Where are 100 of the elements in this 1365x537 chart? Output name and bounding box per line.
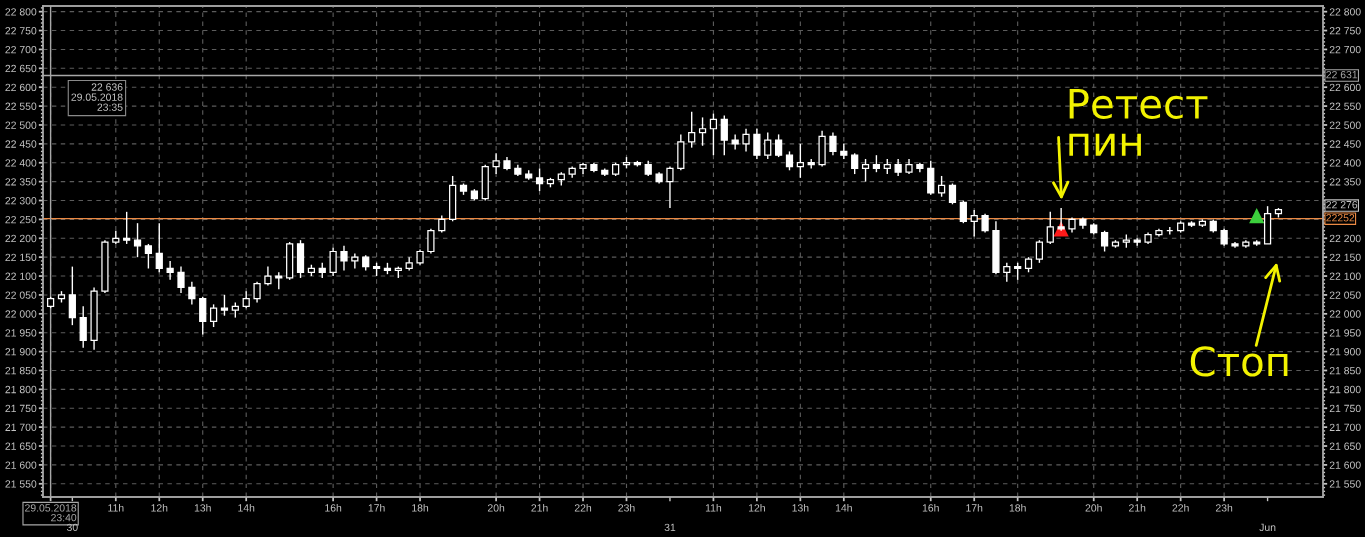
y-tick-label: 21 900 (5, 348, 37, 356)
candlestick (796, 143, 804, 179)
y2-tick-label: 22 050 (1329, 291, 1361, 299)
candlestick (155, 222, 163, 273)
y2-tick-label: 22 450 (1329, 140, 1361, 148)
y-tick-label: 22 650 (5, 64, 37, 73)
candlestick (1100, 230, 1109, 253)
x-tick-label: 17h (368, 503, 385, 512)
y2-tick-label: 22 150 (1329, 253, 1361, 262)
candlestick (1035, 239, 1044, 264)
y2-tick-label: 21 950 (1329, 329, 1361, 337)
candlestick (1003, 262, 1011, 283)
candlestick (329, 247, 337, 277)
candlestick (698, 116, 707, 147)
candlestick (981, 213, 989, 234)
candlestick (937, 175, 946, 198)
y-tick-label: 22 350 (5, 178, 37, 186)
x-tick-label: 14h (238, 503, 255, 512)
y2-tick-label: 22 200 (1329, 234, 1361, 243)
x-tick-label: 22h (1172, 503, 1189, 512)
y-tick-label: 22 000 (5, 310, 37, 318)
candlestick (948, 182, 957, 205)
candlestick (340, 245, 348, 272)
candlestick (775, 133, 783, 158)
candlestick (220, 294, 229, 317)
x-tick-label: 13h (792, 503, 809, 512)
x-tick-label: 18h (412, 503, 429, 512)
candlestick (492, 152, 500, 175)
candlestick (861, 158, 870, 183)
candlestick (829, 131, 837, 156)
candlestick (79, 305, 87, 349)
x-tick-label: 21h (531, 503, 548, 512)
candlestick (166, 260, 174, 281)
candlestick (199, 296, 207, 336)
y2-tick-label: 22 100 (1329, 272, 1361, 280)
y-tick-label: 21 550 (5, 480, 37, 488)
y2-tick-label: 21 650 (1329, 442, 1361, 450)
candlestick (840, 143, 848, 160)
x-tick-label: 23h (618, 503, 635, 512)
candlestick (764, 131, 772, 160)
x-tick-label: 21h (1129, 503, 1146, 512)
y-tick-label: 22 500 (5, 121, 37, 129)
y-tick-label: 21 600 (5, 461, 37, 469)
y-tick-label: 21 650 (5, 442, 37, 450)
y2-tick-label: 22 700 (1329, 45, 1361, 54)
candlestick (970, 209, 978, 238)
x-tick-label: 14h (835, 503, 852, 512)
x-tick-label: 20h (1085, 503, 1102, 512)
annotation: 22 636 29.05.2018 23:35 (71, 83, 123, 111)
y-tick-label: 22 200 (5, 234, 37, 243)
candlestick (253, 281, 261, 304)
y-tick-label: 22 600 (5, 83, 37, 92)
y2-tick-label: 22 550 (1329, 102, 1361, 110)
y2-tick-label: 22 500 (1329, 121, 1361, 129)
x-tick-label: 18h (1009, 503, 1026, 512)
y-tick-label: 22 450 (5, 140, 37, 148)
text: 22 276 (1326, 201, 1358, 209)
candlestick (209, 303, 218, 328)
x-tick-label: 17h (966, 503, 983, 512)
candlestick (709, 112, 718, 156)
y2-tick-label: 22 000 (1329, 310, 1361, 318)
y-tick-label: 22 300 (5, 197, 37, 205)
y-tick-label: 21 950 (5, 329, 37, 337)
x-tick-label: 12h (748, 503, 765, 512)
x-tick-label: 11h (705, 503, 722, 512)
annotation: Стоп (1190, 346, 1288, 377)
y-tick-label: 21 800 (5, 385, 37, 394)
x-tick-label: 23h (1215, 503, 1233, 512)
candlestick (785, 150, 794, 171)
candlestick (753, 128, 761, 160)
candlestick (123, 211, 131, 245)
y-tick-label: 21 850 (5, 366, 37, 375)
y-tick-label: 22 750 (5, 27, 37, 35)
y2-tick-label: 22 600 (1329, 83, 1361, 92)
y2-tick-label: 22 350 (1329, 178, 1361, 186)
y2-tick-label: 21 900 (1329, 348, 1361, 356)
x-tick-label: 22h (574, 503, 592, 512)
y2-tick-label: 21 700 (1329, 423, 1361, 431)
x-tick-label: 30 (66, 523, 78, 532)
y-tick-label: 22 250 (5, 215, 37, 224)
y-tick-label: 22 400 (5, 159, 37, 167)
y-tick-label: 21 750 (5, 404, 37, 413)
candlestick (188, 281, 196, 306)
x-tick-label: 29.05.2018 23:40 (25, 504, 77, 522)
y2-tick-label: 22 750 (1329, 27, 1361, 35)
candlestick (742, 128, 750, 153)
x-tick-label: 31 (664, 523, 676, 532)
candlestick (144, 243, 153, 270)
y2-tick-label: 21 750 (1329, 404, 1361, 413)
ref-line-label: 22 631 (1326, 70, 1358, 79)
y2-tick-label: 21 850 (1329, 366, 1361, 375)
y2-tick-label: 21 800 (1329, 385, 1361, 394)
x-tick-label: 20h (487, 503, 505, 512)
annotation: Ретест пин (1069, 89, 1208, 156)
candlestick (851, 152, 859, 175)
candlestick (535, 167, 544, 192)
y-tick-label: 22 550 (5, 102, 37, 110)
candlestick (264, 265, 272, 287)
x-tick-label: 13h (194, 503, 211, 512)
candlestick (1046, 211, 1054, 245)
